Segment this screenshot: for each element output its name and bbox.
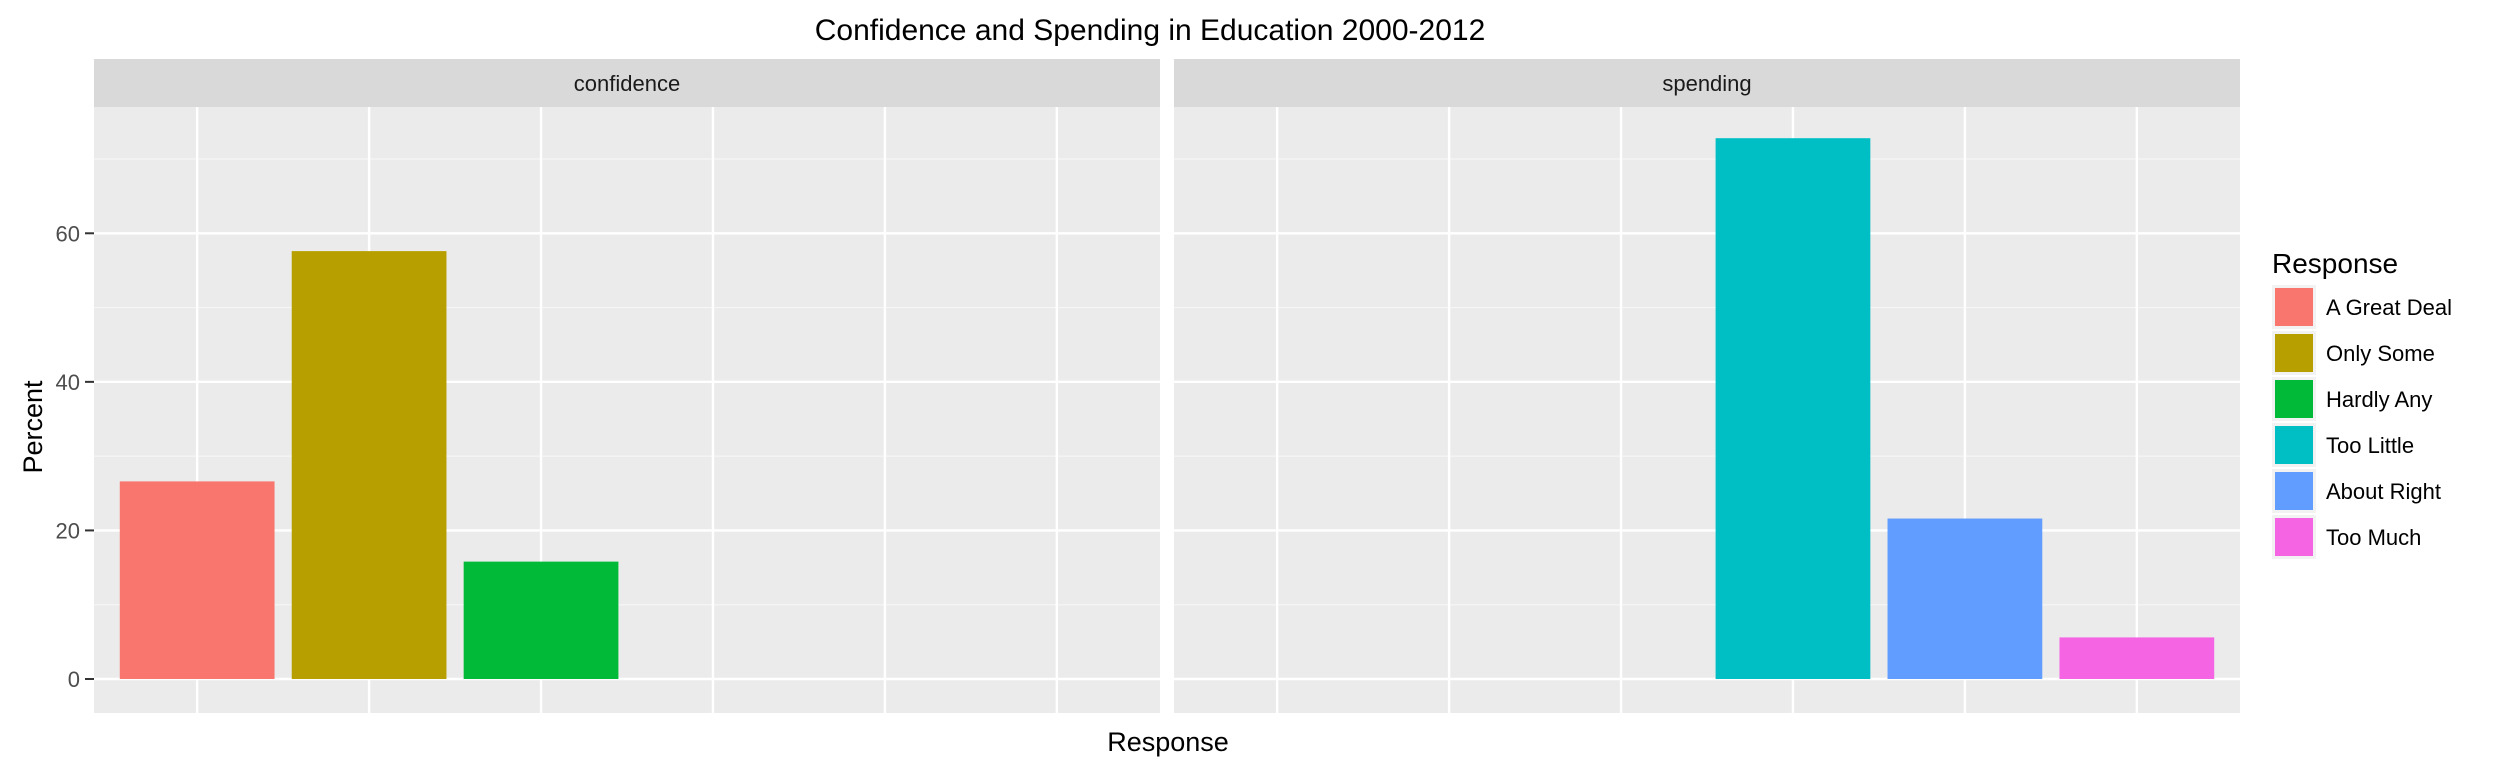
legend-swatch [2275, 334, 2313, 372]
facet-strip [1174, 59, 2240, 107]
legend-label: Too Much [2326, 525, 2421, 550]
facet-panels: confidence spending [94, 59, 2240, 713]
facet-strip [94, 59, 1160, 107]
y-tick-label: 40 [56, 370, 80, 395]
y-axis: 0 20 40 60 [56, 221, 94, 692]
legend-title: Response [2272, 248, 2398, 279]
legend-swatch [2275, 472, 2313, 510]
legend-entries: A Great Deal Only Some Hardly Any Too Littl… [2272, 285, 2452, 559]
legend-label: A Great Deal [2326, 295, 2452, 320]
bar-too-little [1715, 138, 1871, 679]
y-tick-label: 60 [56, 221, 80, 246]
bar-only-some [291, 251, 447, 679]
legend-label: About Right [2326, 479, 2441, 504]
bar-too-much [2059, 637, 2215, 679]
bar-about-right [1887, 518, 2043, 679]
legend-label: Too Little [2326, 433, 2414, 458]
legend: Response A Great Deal Only Some Hardly Any… [2272, 248, 2452, 559]
y-tick-label: 20 [56, 518, 80, 543]
legend-entry: A Great Deal [2272, 285, 2452, 329]
facet-panel-confidence: confidence [94, 59, 1160, 713]
legend-swatch [2275, 518, 2313, 556]
x-axis-label: Response [1107, 727, 1229, 757]
facet-strip-label: confidence [574, 71, 680, 96]
bar-a-great-deal [119, 481, 275, 679]
legend-swatch [2275, 380, 2313, 418]
bar-hardly-any [463, 561, 619, 679]
legend-entry: Only Some [2272, 331, 2435, 375]
legend-swatch [2275, 426, 2313, 464]
legend-entry: Too Much [2272, 515, 2421, 559]
facet-panel-spending: spending [1174, 59, 2240, 713]
panel-background [1174, 107, 2240, 713]
legend-entry: About Right [2272, 469, 2441, 513]
legend-entry: Too Little [2272, 423, 2414, 467]
legend-entry: Hardly Any [2272, 377, 2432, 421]
y-tick-label: 0 [68, 667, 80, 692]
chart-title: Confidence and Spending in Education 200… [815, 14, 1486, 47]
legend-label: Hardly Any [2326, 387, 2432, 412]
legend-label: Only Some [2326, 341, 2435, 366]
y-axis-label: Percent [18, 380, 48, 474]
facet-strip-label: spending [1662, 71, 1751, 96]
legend-swatch [2275, 288, 2313, 326]
